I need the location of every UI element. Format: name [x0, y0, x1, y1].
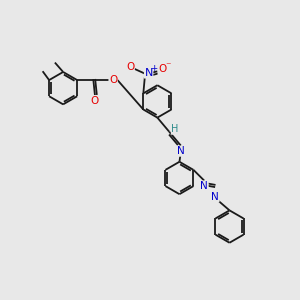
- Text: N: N: [144, 68, 153, 78]
- Text: +: +: [151, 64, 158, 73]
- Text: N: N: [200, 181, 208, 191]
- Text: N: N: [177, 146, 185, 156]
- Text: O: O: [109, 75, 117, 85]
- Text: O: O: [91, 96, 99, 106]
- Text: O: O: [126, 62, 134, 72]
- Text: N: N: [211, 192, 219, 202]
- Text: O: O: [158, 64, 166, 74]
- Text: ⁻: ⁻: [165, 61, 171, 71]
- Text: H: H: [171, 124, 179, 134]
